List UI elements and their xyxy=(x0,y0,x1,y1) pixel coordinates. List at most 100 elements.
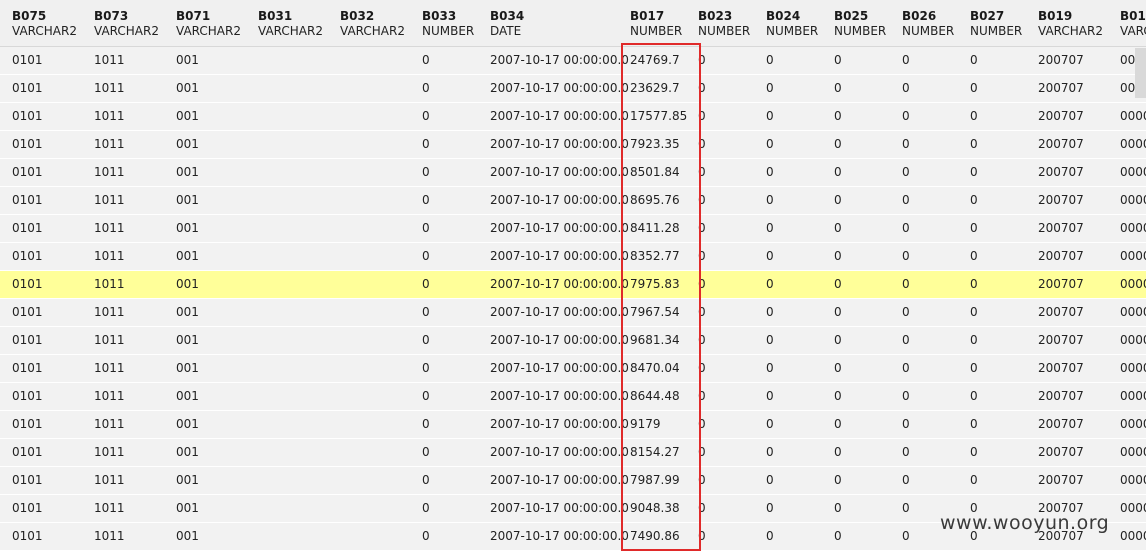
table-cell-b024[interactable]: 0 xyxy=(766,137,774,151)
table-cell-b025[interactable]: 0 xyxy=(834,221,842,235)
table-cell-b023[interactable]: 0 xyxy=(698,249,706,263)
table-cell-b033[interactable]: 0 xyxy=(422,137,430,151)
table-cell-b033[interactable]: 0 xyxy=(422,333,430,347)
table-cell-b075[interactable]: 0101 xyxy=(12,417,43,431)
table-cell-b017[interactable]: 7975.83 xyxy=(630,277,680,291)
table-cell-b024[interactable]: 0 xyxy=(766,529,774,543)
table-cell-b034[interactable]: 2007-10-17 00:00:00.0 xyxy=(490,221,629,235)
column-header-b024[interactable]: B024 NUMBER xyxy=(766,9,818,39)
table-cell-b075[interactable]: 0101 xyxy=(12,53,43,67)
table-cell-b073[interactable]: 1011 xyxy=(94,473,125,487)
table-cell-b075[interactable]: 0101 xyxy=(12,501,43,515)
table-cell-b023[interactable]: 0 xyxy=(698,277,706,291)
table-cell-b025[interactable]: 0 xyxy=(834,109,842,123)
table-cell-b073[interactable]: 1011 xyxy=(94,193,125,207)
table-cell-b034[interactable]: 2007-10-17 00:00:00.0 xyxy=(490,165,629,179)
table-row[interactable]: 0101 1011 001 0 2007-10-17 00:00:00.0 8644.48… xyxy=(0,383,1146,411)
table-cell-b071[interactable]: 001 xyxy=(176,445,199,459)
table-cell-b026[interactable]: 0 xyxy=(902,165,910,179)
table-cell-b075[interactable]: 0101 xyxy=(12,305,43,319)
table-cell-b071[interactable]: 001 xyxy=(176,529,199,543)
table-cell-b034[interactable]: 2007-10-17 00:00:00.0 xyxy=(490,81,629,95)
table-row[interactable]: 0101 1011 001 0 2007-10-17 00:00:00.0 23629.7… xyxy=(0,75,1146,103)
table-cell-b034[interactable]: 2007-10-17 00:00:00.0 xyxy=(490,53,629,67)
column-header-b032[interactable]: B032 VARCHAR2 xyxy=(340,9,405,39)
table-cell-b026[interactable]: 0 xyxy=(902,193,910,207)
table-cell-b034[interactable]: 2007-10-17 00:00:00.0 xyxy=(490,277,629,291)
table-row[interactable]: 0101 1011 001 0 2007-10-17 00:00:00.0 9179 0 0 0… xyxy=(0,411,1146,439)
table-cell-b071[interactable]: 001 xyxy=(176,249,199,263)
table-cell-b073[interactable]: 1011 xyxy=(94,165,125,179)
table-cell-b019[interactable]: 200707 xyxy=(1038,137,1084,151)
table-cell-b033[interactable]: 0 xyxy=(422,473,430,487)
table-cell-b023[interactable]: 0 xyxy=(698,473,706,487)
table-cell-b023[interactable]: 0 xyxy=(698,445,706,459)
table-cell-b024[interactable]: 0 xyxy=(766,277,774,291)
table-cell-b027[interactable]: 0 xyxy=(970,137,978,151)
table-cell-b071[interactable]: 001 xyxy=(176,501,199,515)
table-cell-b019[interactable]: 200707 xyxy=(1038,277,1084,291)
table-cell-b071[interactable]: 001 xyxy=(176,417,199,431)
table-cell-b023[interactable]: 0 xyxy=(698,53,706,67)
table-cell-b033[interactable]: 0 xyxy=(422,81,430,95)
table-cell-b033[interactable]: 0 xyxy=(422,445,430,459)
column-header-b019[interactable]: B019 VARCHAR2 xyxy=(1038,9,1103,39)
table-cell-b027[interactable]: 0 xyxy=(970,417,978,431)
table-row[interactable]: 0101 1011 001 0 2007-10-17 00:00:00.0 7923.35… xyxy=(0,131,1146,159)
table-cell-b017[interactable]: 9048.38 xyxy=(630,501,680,515)
table-cell-b033[interactable]: 0 xyxy=(422,221,430,235)
table-cell-b025[interactable]: 0 xyxy=(834,529,842,543)
table-cell-b026[interactable]: 0 xyxy=(902,249,910,263)
table-cell-b025[interactable]: 0 xyxy=(834,473,842,487)
table-cell-b027[interactable]: 0 xyxy=(970,81,978,95)
table-cell-b023[interactable]: 0 xyxy=(698,417,706,431)
column-header-b01[interactable]: B01VARCHAR2 xyxy=(1120,9,1146,39)
table-cell-b033[interactable]: 0 xyxy=(422,529,430,543)
table-cell-b034[interactable]: 2007-10-17 00:00:00.0 xyxy=(490,389,629,403)
table-cell-b019[interactable]: 200707 xyxy=(1038,529,1084,543)
table-cell-b023[interactable]: 0 xyxy=(698,389,706,403)
table-cell-b026[interactable]: 0 xyxy=(902,417,910,431)
table-cell-b026[interactable]: 0 xyxy=(902,53,910,67)
table-row[interactable]: 0101 1011 001 0 2007-10-17 00:00:00.0 7967.54… xyxy=(0,299,1146,327)
table-cell-b026[interactable]: 0 xyxy=(902,81,910,95)
table-cell-b026[interactable]: 0 xyxy=(902,277,910,291)
table-cell-b026[interactable]: 0 xyxy=(902,389,910,403)
table-cell-b017[interactable]: 8695.76 xyxy=(630,193,680,207)
table-cell-b034[interactable]: 2007-10-17 00:00:00.0 xyxy=(490,137,629,151)
table-cell-b025[interactable]: 0 xyxy=(834,165,842,179)
table-cell-b027[interactable]: 0 xyxy=(970,389,978,403)
table-cell-b027[interactable]: 0 xyxy=(970,333,978,347)
table-row[interactable]: 0101 1011 001 0 2007-10-17 00:00:00.0 7975.83… xyxy=(0,271,1146,299)
table-cell-b025[interactable]: 0 xyxy=(834,249,842,263)
table-cell-b025[interactable]: 0 xyxy=(834,445,842,459)
table-cell-b019[interactable]: 200707 xyxy=(1038,249,1084,263)
table-cell-b019[interactable]: 200707 xyxy=(1038,109,1084,123)
table-cell-b026[interactable]: 0 xyxy=(902,445,910,459)
table-cell-b024[interactable]: 0 xyxy=(766,249,774,263)
table-cell-b071[interactable]: 001 xyxy=(176,53,199,67)
table-cell-b027[interactable]: 0 xyxy=(970,305,978,319)
column-header-b073[interactable]: B073 VARCHAR2 xyxy=(94,9,159,39)
table-cell-b073[interactable]: 1011 xyxy=(94,81,125,95)
table-cell-b023[interactable]: 0 xyxy=(698,193,706,207)
table-cell-b025[interactable]: 0 xyxy=(834,333,842,347)
column-header-b033[interactable]: B033 NUMBER xyxy=(422,9,474,39)
table-cell-b033[interactable]: 0 xyxy=(422,305,430,319)
table-cell-b034[interactable]: 2007-10-17 00:00:00.0 xyxy=(490,417,629,431)
table-cell-b017[interactable]: 8411.28 xyxy=(630,221,680,235)
table-cell-b075[interactable]: 0101 xyxy=(12,109,43,123)
table-cell-b075[interactable]: 0101 xyxy=(12,81,43,95)
table-cell-b019[interactable]: 200707 xyxy=(1038,389,1084,403)
table-cell-b023[interactable]: 0 xyxy=(698,221,706,235)
table-cell-b075[interactable]: 0101 xyxy=(12,473,43,487)
table-cell-b075[interactable]: 0101 xyxy=(12,529,43,543)
table-cell-b075[interactable]: 0101 xyxy=(12,333,43,347)
table-cell-b023[interactable]: 0 xyxy=(698,361,706,375)
table-cell-b034[interactable]: 2007-10-17 00:00:00.0 xyxy=(490,193,629,207)
table-cell-b025[interactable]: 0 xyxy=(834,193,842,207)
